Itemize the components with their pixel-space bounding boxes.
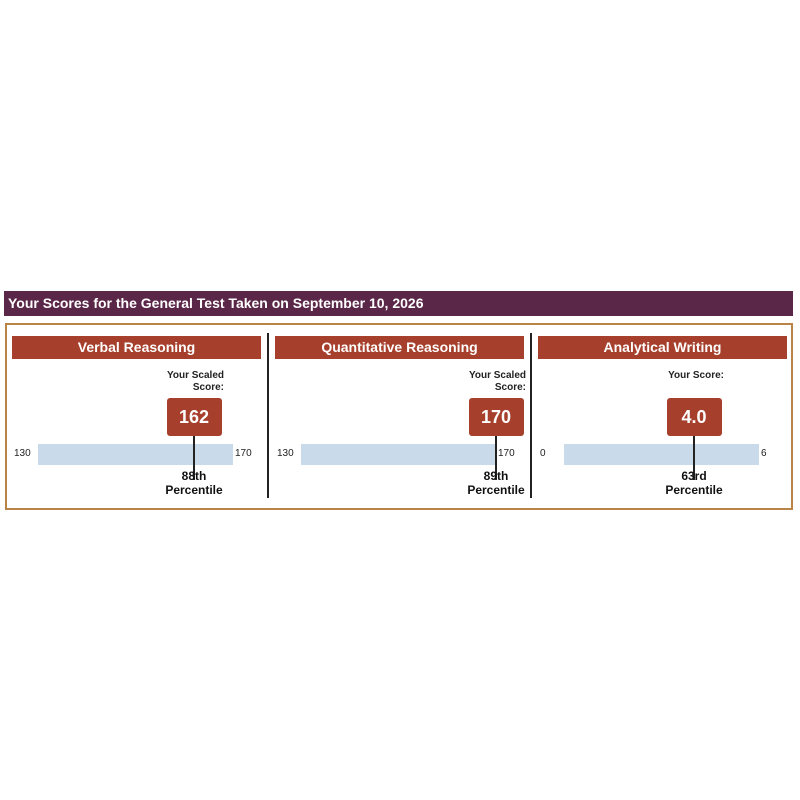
score-marker	[193, 436, 195, 480]
scale-min: 130	[277, 448, 294, 459]
score-panel: Verbal Reasoning 130 170 Your Scaled Score:…	[12, 336, 261, 501]
scale-max: 6	[761, 448, 767, 459]
section-title: Verbal Reasoning	[12, 336, 261, 359]
scale-max: 170	[498, 448, 515, 459]
score-value: 4.0	[666, 398, 722, 436]
scale-max: 170	[235, 448, 252, 459]
score-marker	[693, 436, 695, 480]
percentile-label: Percentile	[165, 483, 223, 497]
percentile: 63rd	[681, 469, 707, 483]
score-scale	[38, 444, 233, 465]
score-scale	[564, 444, 759, 465]
score-value: 162	[166, 398, 222, 436]
percentile-label: Percentile	[665, 483, 723, 497]
scale-min: 130	[14, 448, 31, 459]
score-label: Your Scaled Score:	[166, 370, 224, 393]
percentile-label: Percentile	[467, 483, 525, 497]
scores-box	[5, 323, 793, 510]
section-title: Analytical Writing	[538, 336, 787, 359]
score-panel: Analytical Writing 0 6 Your Score: 4.0 63rd Pe…	[538, 336, 787, 501]
score-label: Your Scaled Score:	[468, 370, 526, 393]
divider	[267, 333, 269, 498]
score-value: 170	[468, 398, 524, 436]
percentile: 89th	[483, 469, 509, 483]
divider	[530, 333, 532, 498]
percentile: 88th	[181, 469, 207, 483]
scale-min: 0	[540, 448, 546, 459]
score-scale	[301, 444, 496, 465]
score-label: Your Score:	[668, 370, 724, 381]
score-marker	[495, 436, 497, 480]
header-title: Your Scores for the General Test Taken o…	[4, 291, 793, 316]
section-title: Quantitative Reasoning	[275, 336, 524, 359]
score-panel: Quantitative Reasoning 130 170 Your Scaled …	[275, 336, 526, 501]
